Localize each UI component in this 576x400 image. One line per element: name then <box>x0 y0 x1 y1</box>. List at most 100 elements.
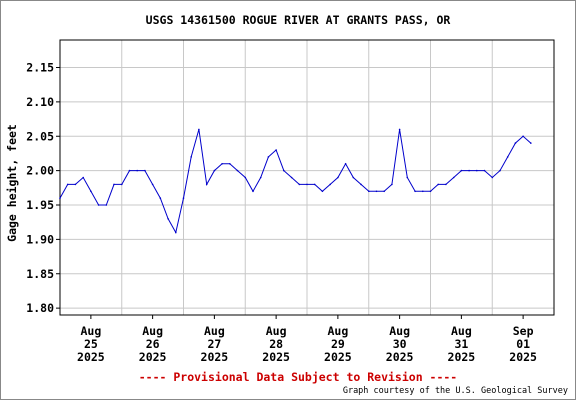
y-tick-label: 1.85 <box>26 267 54 281</box>
data-point <box>298 183 301 186</box>
data-point <box>398 128 401 131</box>
data-point <box>136 169 138 172</box>
data-point <box>422 190 424 193</box>
data-point <box>360 183 362 186</box>
data-point <box>190 156 192 158</box>
data-point <box>522 135 524 138</box>
grid-lines <box>60 40 554 315</box>
x-tick-label: 2025 <box>201 350 229 364</box>
data-point <box>306 183 308 186</box>
data-point <box>290 176 293 179</box>
data-point <box>414 190 416 193</box>
data-point <box>159 197 162 199</box>
x-tick-label: Aug <box>204 324 225 338</box>
data-point <box>105 204 108 206</box>
x-tick-label: 30 <box>393 337 407 351</box>
x-tick-label: 2025 <box>448 350 476 364</box>
data-point <box>437 183 440 186</box>
x-tick-label: 2025 <box>77 350 105 364</box>
series-line <box>59 129 532 234</box>
plot-area-frame <box>59 39 555 316</box>
data-point <box>445 183 447 186</box>
data-point <box>121 183 123 186</box>
x-tick-label: 27 <box>207 337 221 351</box>
data-point <box>368 190 370 193</box>
data-point <box>259 176 262 179</box>
y-tick-label: 2.00 <box>26 164 54 178</box>
x-tick-label: Aug <box>142 324 163 338</box>
provisional-data-note: ---- Provisional Data Subject to Revisio… <box>139 370 458 384</box>
data-point <box>244 176 247 179</box>
data-point <box>205 183 208 186</box>
data-point <box>144 169 146 172</box>
x-tick-label: 28 <box>269 337 283 351</box>
data-point <box>391 183 393 186</box>
data-point <box>128 169 131 172</box>
y-axis-ticks: 2.15 2.10 2.05 2.00 1.95 1.90 1.85 1.80 <box>26 61 60 315</box>
x-tick-label: 29 <box>331 337 345 351</box>
data-point <box>499 169 501 172</box>
data-point <box>113 183 115 186</box>
data-point <box>182 197 185 199</box>
data-point <box>236 169 239 172</box>
data-point <box>452 176 455 179</box>
x-tick-label: 2025 <box>509 350 537 364</box>
data-point <box>514 142 517 144</box>
data-point <box>383 190 386 193</box>
x-tick-label: Aug <box>327 324 348 338</box>
data-point <box>267 156 270 158</box>
data-point <box>252 190 254 193</box>
data-point <box>167 218 169 220</box>
data-point <box>476 169 478 172</box>
x-tick-label: Aug <box>389 324 410 338</box>
x-axis-ticks: Aug252025Aug262025Aug272025Aug282025Aug2… <box>77 315 537 364</box>
y-tick-label: 2.05 <box>26 129 54 143</box>
y-tick-label: 2.10 <box>26 95 54 109</box>
x-tick-label: 26 <box>146 337 160 351</box>
data-point <box>198 128 200 131</box>
x-tick-label: Aug <box>266 324 287 338</box>
x-tick-label: 2025 <box>386 350 414 364</box>
x-tick-label: 25 <box>84 337 98 351</box>
x-tick-label: 2025 <box>139 350 167 364</box>
data-point <box>221 163 223 165</box>
data-point <box>229 163 231 165</box>
data-point <box>90 190 92 193</box>
data-point <box>313 183 316 186</box>
data-point <box>329 183 332 186</box>
data-point <box>97 204 100 206</box>
data-point <box>506 156 509 158</box>
data-point <box>375 190 378 193</box>
data-point <box>460 169 463 172</box>
series-group <box>59 128 532 234</box>
data-point <box>491 176 494 179</box>
data-point <box>530 142 532 144</box>
data-point <box>337 176 339 179</box>
x-tick-label: 2025 <box>262 350 290 364</box>
y-axis-label: Gage height, feet <box>5 124 19 242</box>
data-point <box>66 183 69 186</box>
data-point <box>429 190 432 193</box>
x-tick-label: 01 <box>516 337 530 351</box>
data-point <box>283 169 285 172</box>
data-point <box>344 163 347 165</box>
x-tick-label: 31 <box>454 337 468 351</box>
x-tick-label: 2025 <box>324 350 352 364</box>
x-tick-label: Sep <box>513 324 534 338</box>
x-tick-label: Aug <box>80 324 101 338</box>
x-tick-label: Aug <box>451 324 472 338</box>
data-point <box>213 169 216 172</box>
data-point <box>483 169 486 172</box>
y-tick-label: 1.80 <box>26 301 54 315</box>
y-tick-label: 1.95 <box>26 198 54 212</box>
data-point <box>59 197 61 199</box>
data-point <box>352 176 355 179</box>
data-point <box>321 190 324 193</box>
data-point <box>406 176 409 179</box>
chart-title: USGS 14361500 ROGUE RIVER AT GRANTS PASS… <box>146 13 451 27</box>
usgs-credit: Graph courtesy of the U.S. Geological Su… <box>343 386 568 396</box>
data-point <box>82 176 84 179</box>
data-point <box>275 149 277 151</box>
y-tick-label: 1.90 <box>26 232 54 246</box>
